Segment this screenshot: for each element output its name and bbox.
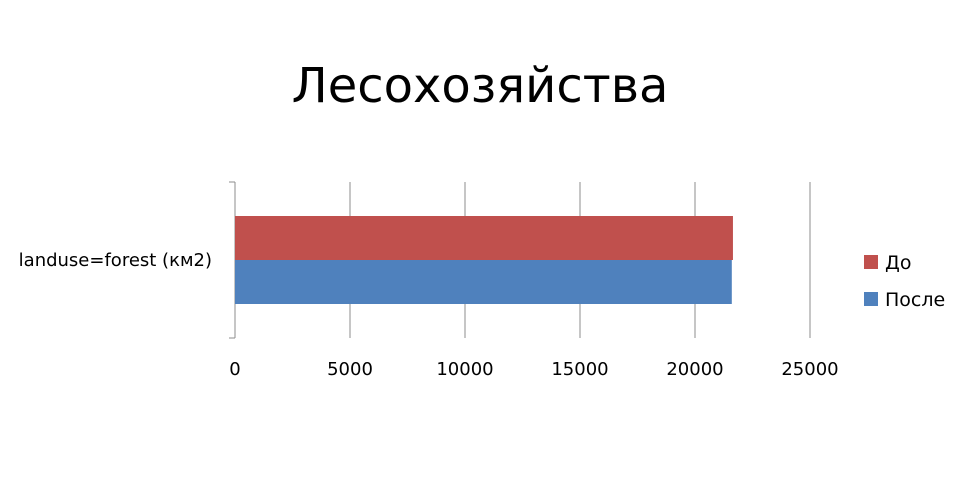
x-tick-label-15000: 15000 [551,359,608,380]
x-tick-label-5000: 5000 [327,359,373,380]
category-label: landuse=forest (км2) [19,250,212,271]
x-tick-label-20000: 20000 [666,359,723,380]
x-tick-label-10000: 10000 [436,359,493,380]
bar-do [235,216,733,260]
legend-label-do: До [885,252,911,274]
x-tick-label-25000: 25000 [781,359,838,380]
legend-swatch-do [864,255,878,269]
bar-posle [235,260,732,304]
x-tick-label-0: 0 [229,359,240,380]
chart-title: Лесохозяйства [291,58,669,114]
legend-label-posle: После [885,289,945,311]
legend-swatch-posle [864,292,878,306]
